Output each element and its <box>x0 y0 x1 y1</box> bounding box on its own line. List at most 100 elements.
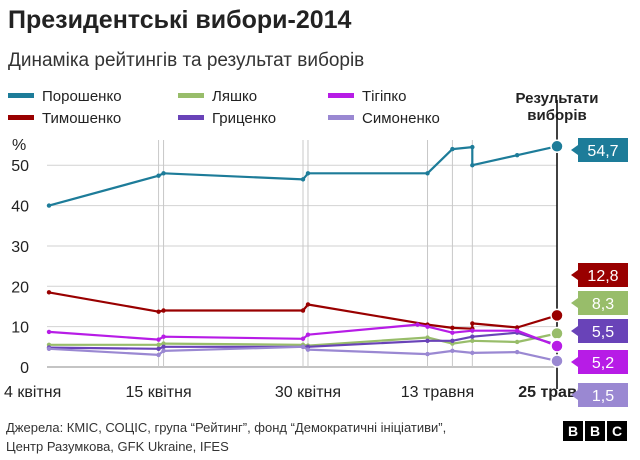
result-box-pointer <box>571 145 578 155</box>
data-point <box>46 346 52 352</box>
data-point <box>470 334 475 339</box>
data-point <box>514 325 520 330</box>
x-tick-label: 30 квітня <box>275 384 341 401</box>
result-box-pointer <box>571 390 578 400</box>
legend-swatch <box>178 114 204 120</box>
data-point <box>450 338 455 343</box>
legend-item: Ляшко <box>178 88 257 105</box>
legend-label: Тимошенко <box>42 110 122 127</box>
result-value-box <box>578 350 628 374</box>
series-line <box>47 332 559 347</box>
legend-label: Тігіпко <box>362 88 407 105</box>
result-value-box <box>578 291 628 315</box>
result-box-pointer <box>571 270 578 280</box>
bbc-logo-letter: C <box>607 421 627 441</box>
results-label: Результати виборів <box>515 90 599 124</box>
data-point <box>46 329 52 335</box>
data-point <box>415 322 420 327</box>
legend-label: Гриценко <box>212 110 277 127</box>
data-point <box>156 352 161 358</box>
legend-label: Симоненко <box>362 110 440 127</box>
data-point <box>46 203 52 208</box>
result-value-label: 5,5 <box>592 324 614 341</box>
data-point <box>470 338 475 343</box>
legend-item: Порошенко <box>8 88 122 105</box>
data-point <box>300 336 306 341</box>
data-point <box>161 308 166 313</box>
chart-title: Президентські вибори-2014 <box>8 6 352 34</box>
series-line <box>47 345 559 362</box>
bbc-logo-letter: B <box>563 421 583 441</box>
data-point <box>470 350 475 356</box>
data-point <box>46 290 52 295</box>
result-box-pointer <box>571 326 578 336</box>
legend-label: Ляшко <box>212 88 258 105</box>
data-point <box>514 339 520 345</box>
legend-swatch <box>8 114 34 120</box>
x-tick-label: 13 травня <box>401 384 474 401</box>
chart-subtitle: Динаміка рейтингів та результат виборів <box>8 50 365 71</box>
data-point <box>470 321 475 326</box>
result-value-label: 5,2 <box>592 355 614 372</box>
result-value-box <box>578 383 628 407</box>
data-point <box>156 309 161 314</box>
legend-item: Тимошенко <box>8 110 121 127</box>
data-point <box>514 152 520 158</box>
result-value-label: 12,8 <box>587 268 618 285</box>
data-point <box>161 341 166 346</box>
result-value-label: 1,5 <box>592 388 614 405</box>
data-point <box>300 177 306 182</box>
data-point <box>305 171 311 176</box>
result-value-box <box>578 319 628 343</box>
legend-item: Гриценко <box>178 110 276 127</box>
y-tick-label: 20 <box>11 279 29 296</box>
data-point <box>300 344 306 350</box>
series-line <box>47 331 559 350</box>
data-point <box>161 348 166 354</box>
data-point <box>156 337 161 342</box>
y-tick-label: 10 <box>11 320 29 337</box>
legend-item: Тігіпко <box>328 88 407 105</box>
data-point <box>450 330 455 335</box>
y-tick-label: 0 <box>20 360 29 377</box>
data-point <box>425 338 430 343</box>
data-point <box>450 146 455 152</box>
data-point <box>470 163 475 168</box>
result-value-label: 8,3 <box>592 296 614 313</box>
data-point <box>425 171 430 176</box>
data-point <box>425 351 430 357</box>
data-point <box>470 328 475 333</box>
data-point <box>514 349 520 355</box>
x-tick-label: 4 квітня <box>4 384 61 401</box>
data-point <box>305 302 311 307</box>
result-value-box <box>578 138 628 162</box>
result-marker <box>550 326 564 341</box>
data-point <box>514 328 520 333</box>
data-point <box>161 344 166 350</box>
data-point <box>450 348 455 354</box>
x-tick-label: 15 квітня <box>126 384 192 401</box>
result-value-label: 54,7 <box>587 143 618 160</box>
legend-label: Порошенко <box>42 88 122 105</box>
result-value-box <box>578 263 628 287</box>
data-point <box>450 325 455 331</box>
data-point <box>156 173 161 178</box>
legend-swatch <box>8 92 34 98</box>
data-point <box>156 342 161 348</box>
result-marker <box>550 139 564 154</box>
result-box-pointer <box>571 357 578 367</box>
data-point <box>161 171 166 176</box>
y-tick-label: 40 <box>11 199 29 216</box>
data-point <box>305 347 311 352</box>
data-point <box>470 144 475 150</box>
legend-swatch <box>328 114 354 120</box>
result-box-pointer <box>571 298 578 308</box>
data-point <box>305 332 311 337</box>
data-point <box>425 335 430 340</box>
line-chart: 0 10 20 30 40 50% 4 квітня 15 квітня 30 квітня 13… <box>4 100 628 407</box>
y-tick-label: 50 <box>11 158 29 175</box>
legend-swatch <box>178 92 204 98</box>
data-point <box>156 346 161 352</box>
data-point <box>161 334 166 339</box>
